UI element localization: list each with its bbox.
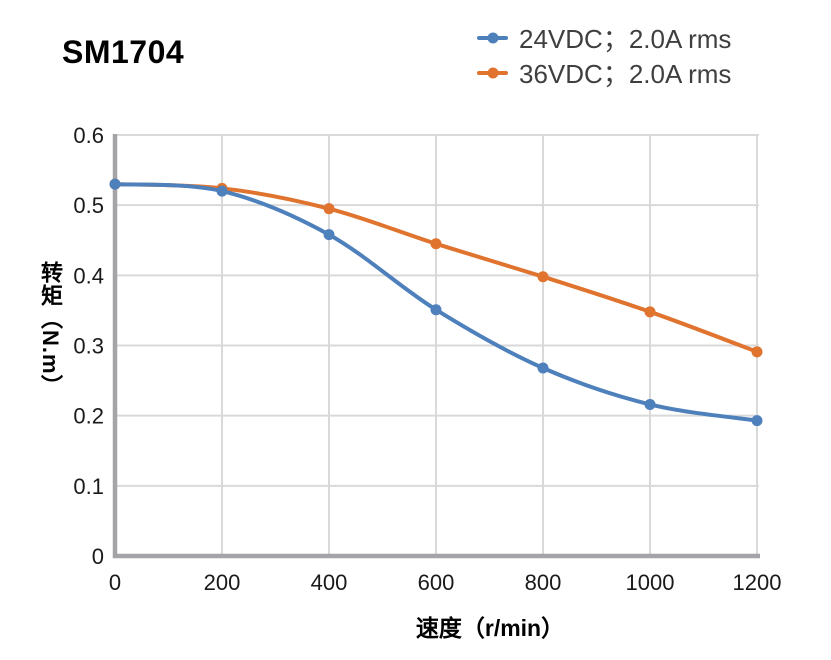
y-tick-label: 0.3 xyxy=(73,334,104,359)
data-point-24vdc xyxy=(644,398,656,410)
y-tick-label: 0 xyxy=(92,544,104,569)
data-point-24vdc xyxy=(430,304,442,316)
legend-dot-marker-24vdc-icon xyxy=(487,32,498,43)
y-tick-label: 0.6 xyxy=(73,123,104,148)
y-axis-title: 转矩（N.m） xyxy=(38,261,63,398)
y-tick-label: 0.5 xyxy=(73,193,104,218)
x-tick-label: 200 xyxy=(204,570,241,595)
x-tick-label: 0 xyxy=(109,570,121,595)
data-point-24vdc xyxy=(751,415,763,427)
x-tick-label: 1000 xyxy=(626,570,675,595)
legend-line-marker-24vdc-icon xyxy=(477,32,508,43)
data-point-24vdc xyxy=(109,178,121,190)
data-point-24vdc xyxy=(323,229,335,241)
x-axis-title: 速度（r/min） xyxy=(415,615,565,641)
y-tick-label: 0.4 xyxy=(73,263,104,288)
legend-dot-marker-36vdc-icon xyxy=(487,67,498,78)
legend-line-marker-36vdc-icon xyxy=(477,67,508,78)
data-point-36vdc xyxy=(644,306,656,318)
data-point-24vdc xyxy=(216,185,228,197)
legend-item-24vdc: 24VDC；2.0A rms xyxy=(477,20,731,55)
y-tick-label: 0.2 xyxy=(73,404,104,429)
legend-label-24vdc: 24VDC；2.0A rms xyxy=(519,24,732,54)
data-point-36vdc xyxy=(430,238,442,250)
legend-item-36vdc: 36VDC；2.0A rms xyxy=(477,55,731,90)
data-point-36vdc xyxy=(751,346,763,358)
x-tick-label: 600 xyxy=(418,570,455,595)
x-tick-label: 1200 xyxy=(733,570,782,595)
data-point-36vdc xyxy=(323,203,335,215)
y-tick-label: 0.1 xyxy=(73,474,104,499)
chart-title: SM1704 xyxy=(62,34,185,70)
x-tick-label: 400 xyxy=(311,570,348,595)
legend-label-36vdc: 36VDC；2.0A rms xyxy=(519,59,732,89)
data-point-24vdc xyxy=(537,362,549,374)
legend: 24VDC；2.0A rms 36VDC；2.0A rms xyxy=(477,20,731,90)
data-point-36vdc xyxy=(537,271,549,283)
x-tick-label: 800 xyxy=(525,570,562,595)
